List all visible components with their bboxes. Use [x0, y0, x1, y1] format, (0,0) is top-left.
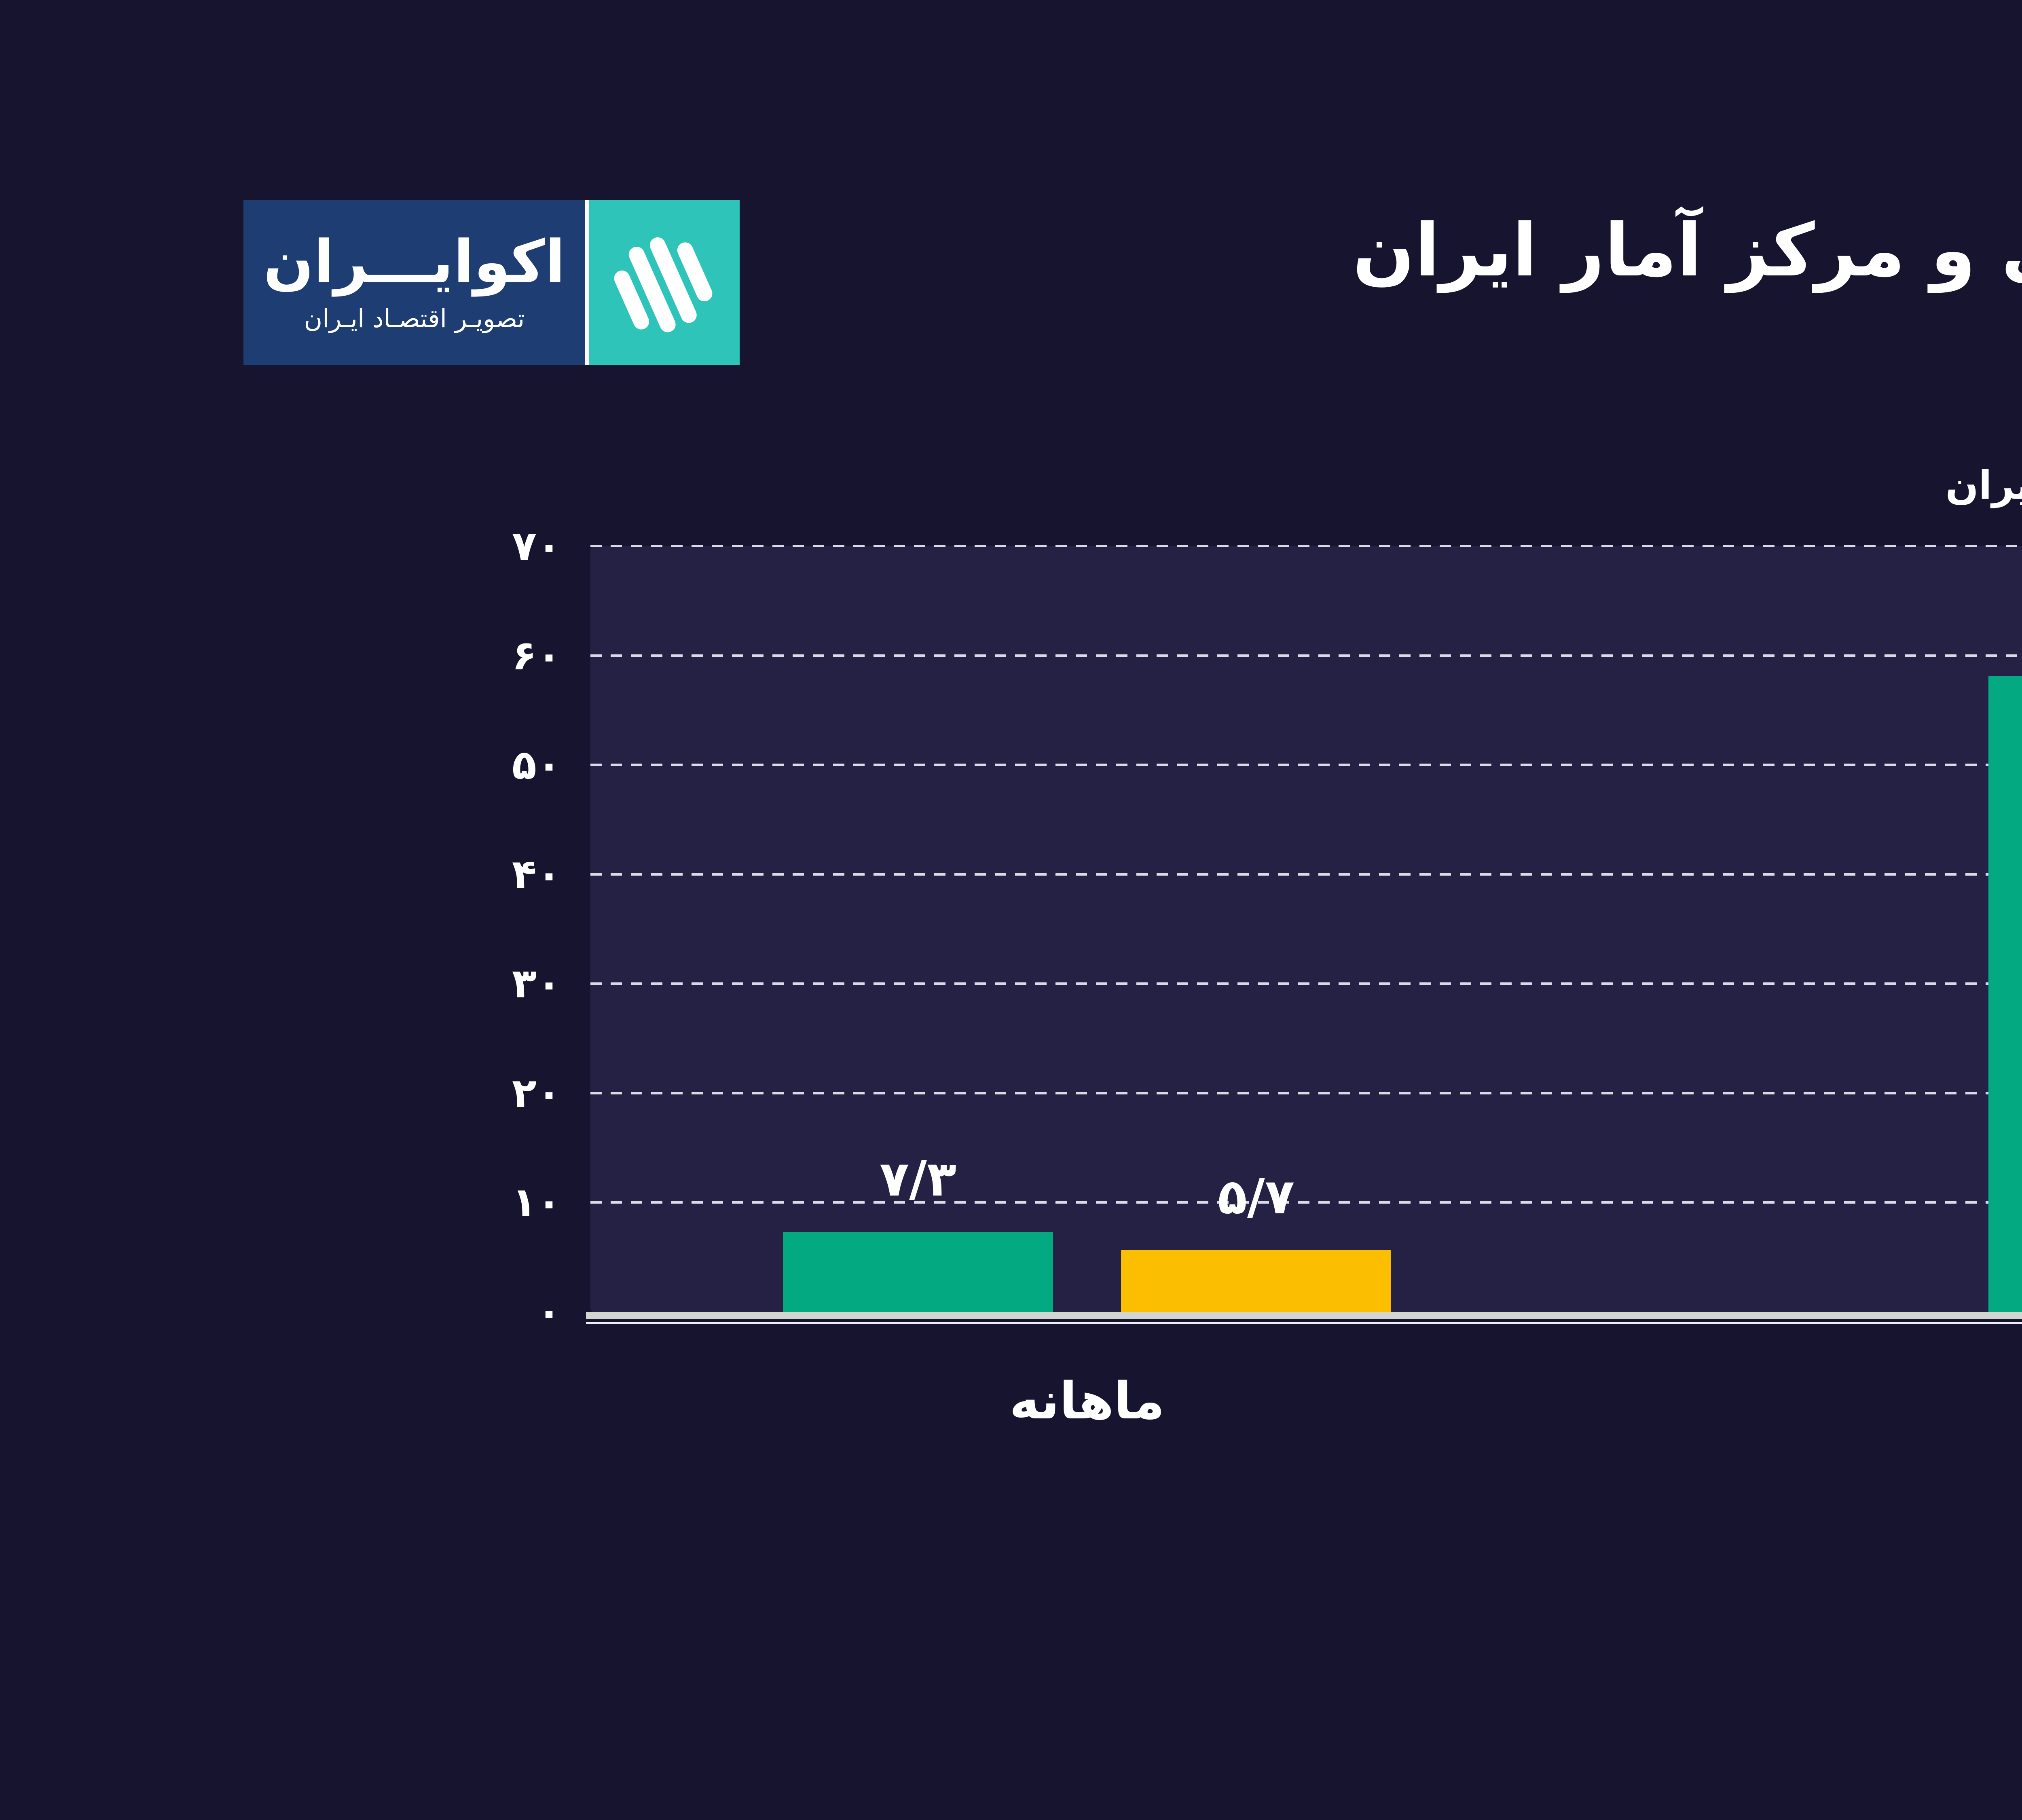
gridline-20 — [590, 1092, 2022, 1094]
logo-divider — [585, 200, 589, 365]
leaf-stripes-icon — [614, 237, 713, 332]
x-axis-underline — [586, 1322, 2022, 1324]
y-tick-label: ۵۰ — [512, 741, 561, 789]
y-tick-label: ۴۰ — [512, 850, 561, 898]
logo-text-box: اکوایـــران تصویـر اقتصـاد ایـران — [243, 200, 585, 365]
gridline-60 — [590, 654, 2022, 657]
bar-sci-point-to-point — [1988, 676, 2022, 1312]
ecoiran-logo: اکوایـــران تصویـر اقتصـاد ایـران — [243, 200, 740, 365]
y-tick-label: ۶۰ — [512, 631, 561, 679]
y-tick-label: ۷۰ — [512, 522, 561, 569]
gridline-10 — [590, 1201, 2022, 1204]
gridline-30 — [590, 982, 2022, 985]
legend-label-sci: مرکز آمار ایران — [1945, 463, 2022, 508]
y-tick-label: ۰ — [536, 1288, 561, 1335]
legend-item-sci: مرکز آمار ایران — [1946, 463, 2022, 508]
gridline-40 — [590, 873, 2022, 876]
chart-title: تورم دی‌ماه بانک مرکزی و مرکز آمار ایران — [1352, 208, 2022, 293]
plot-area — [590, 545, 2022, 1312]
y-tick-label: ۳۰ — [512, 960, 561, 1007]
y-tick-label: ۱۰ — [512, 1179, 561, 1226]
gridline-50 — [590, 764, 2022, 766]
chart-legend: بانک مرکزیمرکز آمار ایران — [1946, 457, 2022, 514]
x-axis-line — [586, 1312, 2022, 1319]
bar-value-label-sci-monthly: ۷/۳ — [879, 1151, 957, 1208]
bar-value-label-cbi-monthly: ۵/۷ — [1217, 1168, 1295, 1225]
y-tick-label: ۲۰ — [512, 1069, 561, 1117]
gridline-70 — [590, 545, 2022, 547]
bar-sci-monthly — [783, 1232, 1053, 1312]
logo-brand-name: اکوایـــران — [263, 227, 565, 296]
logo-tagline: تصویـر اقتصـاد ایـران — [304, 303, 525, 333]
logo-emblem — [589, 200, 740, 365]
x-category-label-monthly: ماهانه — [1009, 1371, 1165, 1431]
bar-cbi-monthly — [1121, 1249, 1391, 1312]
